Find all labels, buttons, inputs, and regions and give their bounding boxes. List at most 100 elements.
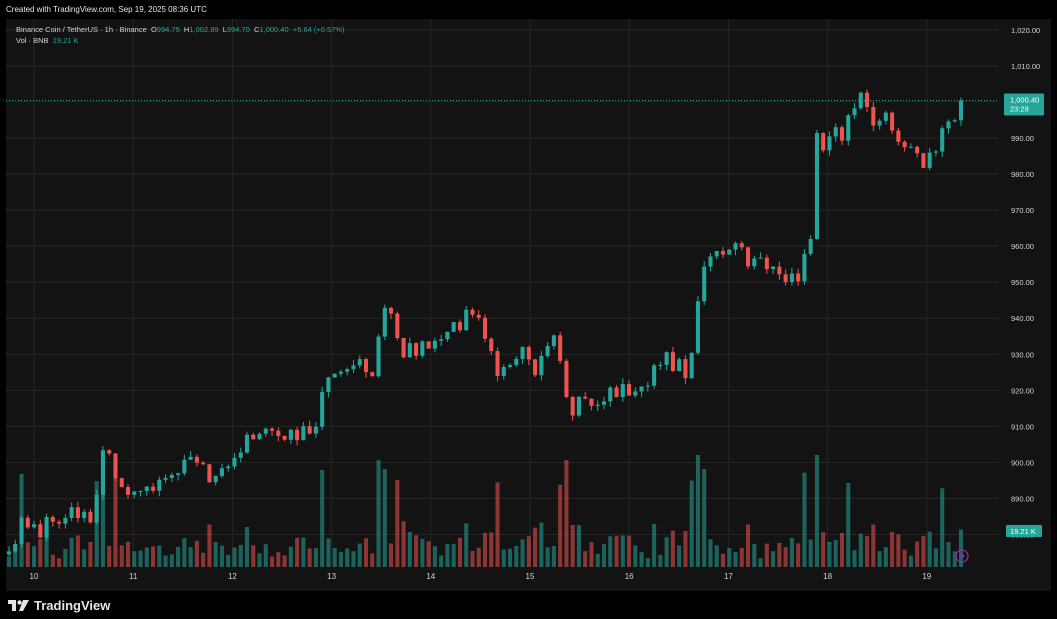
volume-bar	[132, 551, 137, 567]
volume-bar	[270, 556, 275, 567]
candle-body	[695, 301, 700, 353]
candle-body	[758, 257, 763, 259]
x-tick-label: 17	[724, 572, 733, 581]
chart-panel[interactable]: 880.00890.00900.00910.00920.00930.00940.…	[6, 19, 1051, 591]
candle-body	[125, 487, 131, 495]
candle-body	[777, 266, 782, 275]
candle-body	[169, 474, 174, 478]
y-tick-label: 910.00	[1011, 422, 1034, 431]
candle-body	[176, 473, 181, 475]
volume-bar	[645, 558, 650, 567]
close-value: 1,000.40	[259, 25, 289, 34]
volume-bar	[915, 541, 920, 567]
candle-body	[639, 386, 644, 392]
volume-bar	[670, 530, 675, 567]
candle-body	[332, 373, 337, 378]
candle-body	[821, 132, 826, 151]
volume-bar	[75, 535, 80, 567]
volume-bar	[320, 469, 325, 567]
candle-body	[526, 346, 531, 360]
volume-bar	[420, 538, 425, 567]
volume-bar	[414, 535, 419, 567]
volume-bar	[119, 545, 124, 567]
volume-bar	[57, 558, 62, 567]
volume-label[interactable]: Vol · BNB	[16, 36, 49, 45]
symbol-name[interactable]: Binance Coin / TetherUS · 1h · Binance	[16, 25, 147, 34]
candle-body	[495, 351, 500, 376]
volume-bar	[363, 538, 369, 567]
symbol-legend: Binance Coin / TetherUS · 1h · Binance O…	[16, 25, 345, 45]
volume-bar	[714, 545, 719, 567]
candle-body	[946, 121, 951, 129]
x-tick-label: 19	[922, 572, 931, 581]
volume-bar	[890, 532, 895, 567]
candle-body	[44, 516, 49, 538]
volume-bar	[451, 543, 456, 567]
candle-body	[219, 468, 224, 476]
candle-body	[75, 507, 80, 519]
volume-bar	[251, 545, 256, 567]
bar-countdown: 23:28	[1010, 104, 1029, 113]
candle-body	[702, 266, 707, 302]
volume-tag-value: 19.21 K	[1010, 527, 1036, 536]
candle-body	[802, 253, 807, 282]
candle-body	[276, 430, 281, 436]
candlestick-chart[interactable]: 880.00890.00900.00910.00920.00930.00940.…	[6, 19, 1051, 591]
volume-bar	[777, 542, 782, 567]
candle-body	[57, 521, 62, 524]
candle-body	[119, 478, 124, 488]
volume-bar	[157, 545, 162, 567]
candle-body	[282, 435, 287, 440]
volume-bar	[338, 552, 343, 567]
last-price-value: 1,000.40	[1010, 95, 1039, 104]
candle-body	[295, 429, 300, 441]
y-tick-label: 960.00	[1011, 242, 1034, 251]
candle-body	[244, 434, 250, 453]
candle-body	[664, 352, 669, 365]
candle-body	[714, 250, 719, 257]
candle-body	[520, 346, 525, 359]
candle-body	[213, 475, 218, 483]
candle-body	[689, 352, 694, 379]
lightning-icon	[955, 549, 969, 563]
candle-body	[238, 452, 243, 458]
candle-body	[50, 516, 55, 522]
x-tick-label: 12	[228, 572, 237, 581]
volume-bar	[163, 555, 168, 567]
candle-body	[426, 341, 431, 349]
candle-body	[752, 258, 757, 267]
volume-bar	[533, 527, 538, 567]
candle-body	[19, 517, 24, 544]
candle-body	[508, 365, 513, 367]
volume-tag	[1006, 525, 1042, 537]
candle-body	[551, 335, 556, 347]
candle-body	[301, 426, 306, 441]
volume-bar	[376, 460, 381, 567]
x-tick-label: 15	[526, 572, 535, 581]
candle-body	[207, 464, 212, 483]
created-with-banner: Created with TradingView.com, Sep 19, 20…	[0, 0, 1057, 19]
candle-body	[107, 450, 112, 454]
volume-bar	[764, 543, 769, 567]
tradingview-logo[interactable]: TradingView	[8, 597, 110, 613]
volume-bar	[952, 551, 957, 567]
volume-bar	[332, 547, 337, 567]
candle-body	[389, 307, 394, 314]
volume-bar	[370, 553, 375, 567]
y-tick-label: 970.00	[1011, 206, 1034, 215]
candle-body	[846, 115, 851, 141]
volume-bar	[758, 558, 763, 567]
volume-bar	[63, 548, 68, 567]
volume-bar	[583, 551, 588, 567]
candle-body	[94, 494, 99, 523]
candle-body	[270, 428, 275, 431]
candle-body	[232, 457, 237, 467]
volume-bar	[652, 523, 657, 567]
candle-body	[407, 343, 412, 358]
candle-body	[871, 106, 876, 126]
volume-bar	[201, 552, 206, 567]
lightning-bolt	[960, 551, 965, 561]
candle-body	[263, 428, 268, 434]
candle-body	[921, 153, 926, 168]
candle-body	[883, 112, 888, 121]
